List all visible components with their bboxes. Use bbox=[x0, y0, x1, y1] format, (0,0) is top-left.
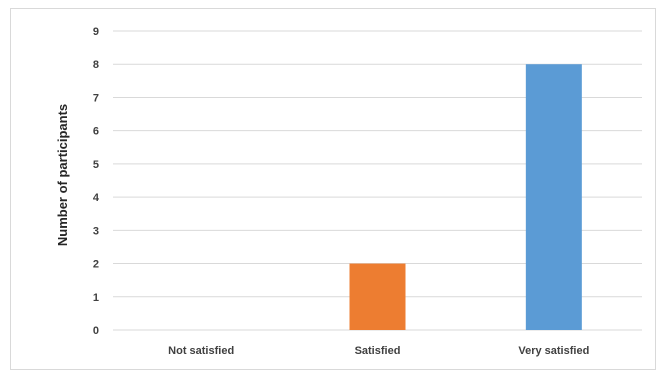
y-tick-label: 2 bbox=[93, 259, 99, 271]
y-tick-labels: 0 1 2 3 4 5 6 7 8 9 bbox=[93, 26, 100, 337]
y-tick-label: 8 bbox=[93, 59, 99, 71]
y-tick-label: 0 bbox=[93, 325, 99, 337]
x-tick-label: Very satisfied bbox=[518, 345, 589, 357]
y-tick-label: 1 bbox=[93, 292, 99, 304]
x-tick-label: Satisfied bbox=[355, 345, 401, 357]
bar-very-satisfied bbox=[525, 64, 582, 330]
x-tick-labels: Not satisfied Satisfied Very satisfied bbox=[168, 345, 589, 357]
y-tick-label: 7 bbox=[93, 92, 99, 104]
y-axis-title: Number of participants bbox=[55, 104, 70, 246]
y-tick-label: 5 bbox=[93, 159, 99, 171]
y-tick-label: 4 bbox=[93, 192, 100, 204]
bars bbox=[349, 64, 582, 330]
y-tick-label: 3 bbox=[93, 225, 99, 237]
x-tick-label: Not satisfied bbox=[168, 345, 234, 357]
y-tick-label: 6 bbox=[93, 126, 99, 138]
y-tick-label: 9 bbox=[93, 26, 99, 38]
bar-satisfied bbox=[349, 263, 406, 330]
